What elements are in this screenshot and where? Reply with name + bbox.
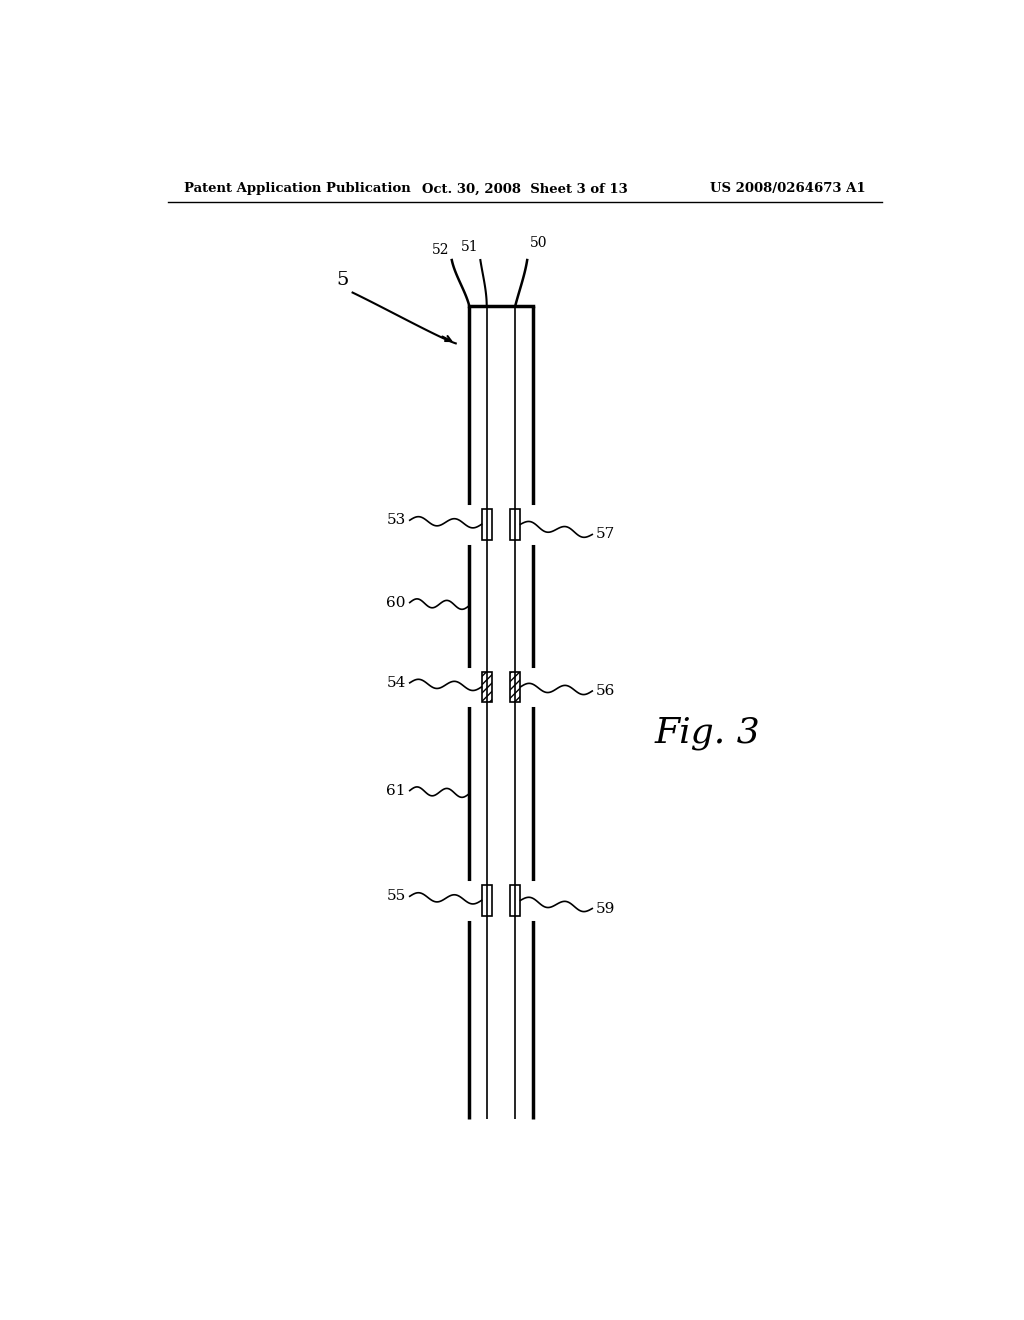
Text: 52: 52: [432, 243, 450, 257]
Text: US 2008/0264673 A1: US 2008/0264673 A1: [711, 182, 866, 195]
Text: 51: 51: [461, 240, 479, 253]
Text: 56: 56: [596, 684, 615, 698]
Bar: [510, 886, 520, 916]
Text: Patent Application Publication: Patent Application Publication: [183, 182, 411, 195]
Bar: [510, 672, 520, 702]
Text: Oct. 30, 2008  Sheet 3 of 13: Oct. 30, 2008 Sheet 3 of 13: [422, 182, 628, 195]
Text: 60: 60: [386, 595, 406, 610]
Text: 5: 5: [336, 272, 348, 289]
Bar: [481, 886, 492, 916]
Bar: [481, 672, 492, 702]
Text: 59: 59: [596, 902, 615, 916]
Text: 53: 53: [386, 513, 406, 527]
Text: Fig. 3: Fig. 3: [654, 715, 760, 750]
Text: 61: 61: [386, 784, 406, 797]
Bar: [510, 510, 520, 540]
Bar: [481, 510, 492, 540]
Text: 50: 50: [529, 236, 547, 249]
Text: 55: 55: [386, 890, 406, 903]
Text: 57: 57: [596, 528, 615, 541]
Text: 54: 54: [386, 676, 406, 690]
